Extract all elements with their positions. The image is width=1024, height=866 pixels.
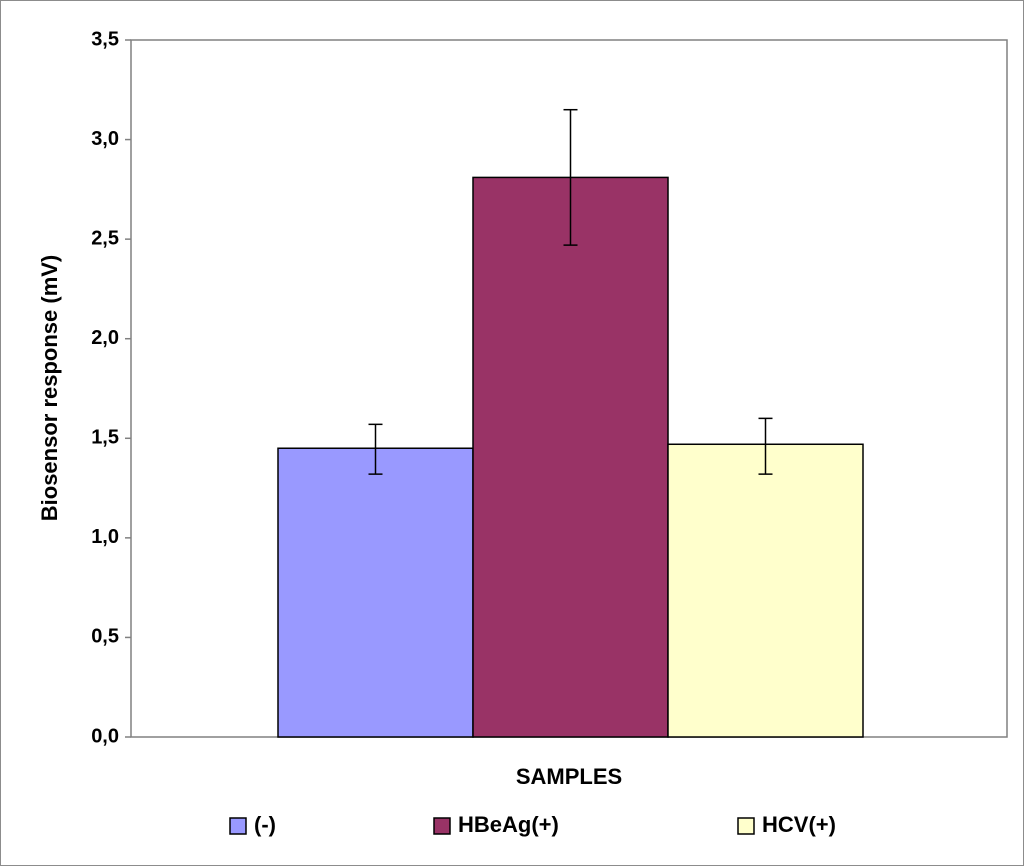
y-tick-label: 0,0 bbox=[91, 725, 119, 747]
y-tick-label: 1,0 bbox=[91, 526, 119, 548]
y-tick-label: 3,0 bbox=[91, 128, 119, 150]
x-axis-label: SAMPLES bbox=[516, 764, 622, 789]
error-bar-2 bbox=[563, 108, 578, 246]
bar-series bbox=[277, 176, 864, 738]
y-axis-label: Biosensor response (mV) bbox=[37, 255, 62, 522]
legend-label: HBeAg(+) bbox=[458, 812, 559, 837]
y-tick-label: 2,5 bbox=[91, 227, 119, 249]
error-bars bbox=[368, 108, 773, 475]
bar-2 bbox=[472, 176, 669, 738]
legend: (-) HBeAg(+) HCV(+) bbox=[229, 812, 836, 837]
y-axis: 0,0 0,5 1,0 1,5 2,0 2,5 3,0 3,5 bbox=[91, 28, 131, 747]
y-tick-label: 3,5 bbox=[91, 28, 119, 50]
legend-swatch bbox=[433, 817, 451, 835]
legend-item-1: (-) bbox=[229, 812, 276, 837]
legend-item-3: HCV(+) bbox=[737, 812, 836, 837]
y-tick-label: 0,5 bbox=[91, 626, 119, 648]
legend-swatch bbox=[229, 817, 247, 835]
legend-item-2: HBeAg(+) bbox=[433, 812, 559, 837]
error-bar-1 bbox=[368, 423, 383, 475]
legend-label: (-) bbox=[254, 812, 276, 837]
bar-1 bbox=[277, 447, 474, 738]
legend-swatch bbox=[737, 817, 755, 835]
y-tick-label: 1,5 bbox=[91, 427, 119, 449]
y-tick-label: 2,0 bbox=[91, 327, 119, 349]
legend-label: HCV(+) bbox=[762, 812, 836, 837]
bar-3 bbox=[667, 443, 864, 738]
error-bar-3 bbox=[758, 417, 773, 475]
